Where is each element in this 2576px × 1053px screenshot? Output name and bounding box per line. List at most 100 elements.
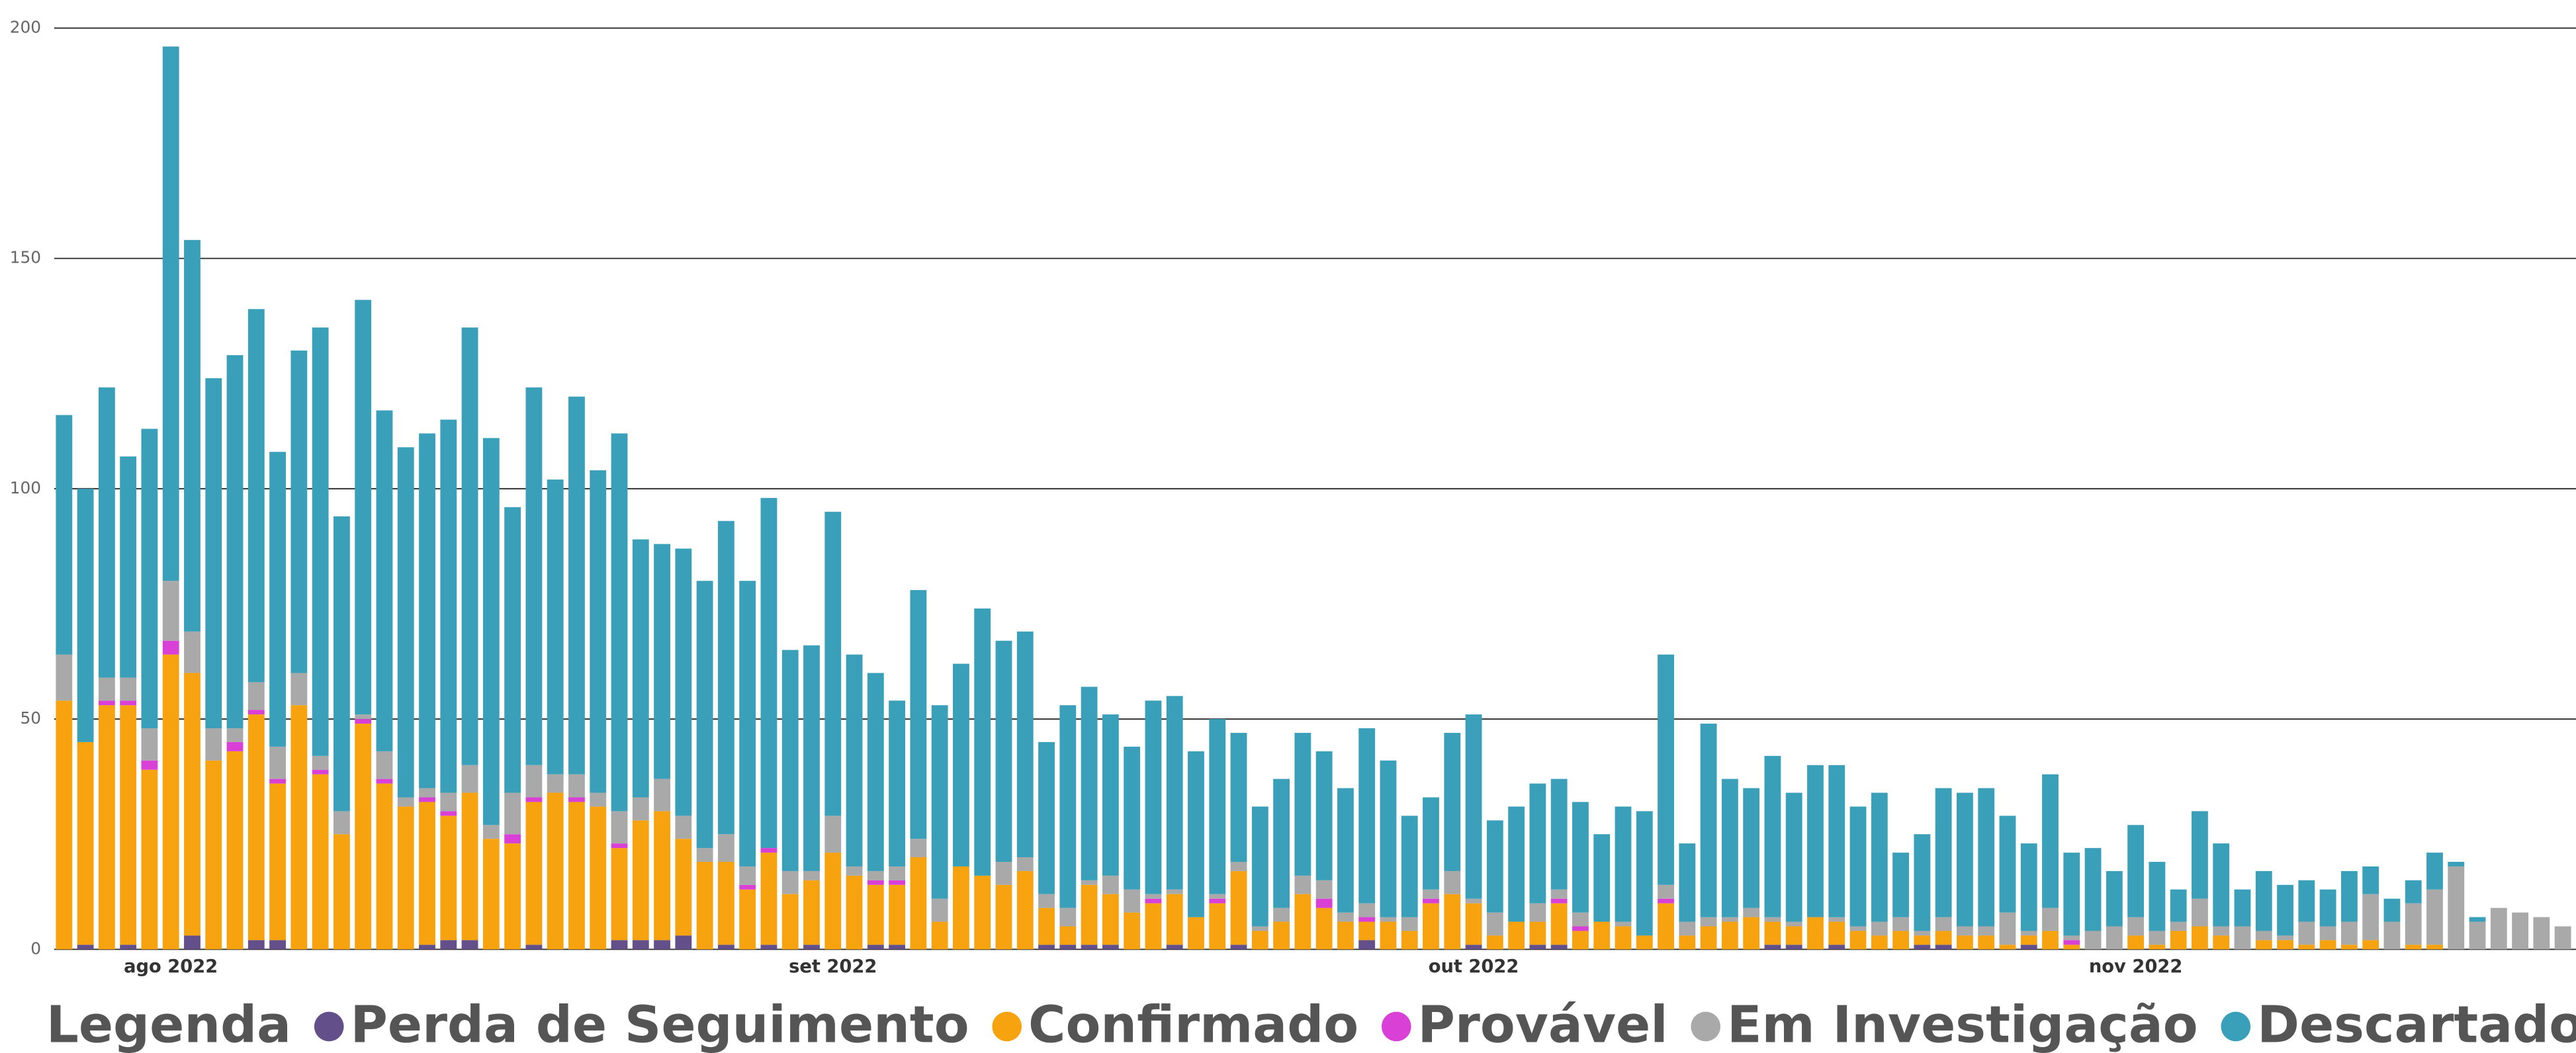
bar-segment <box>1935 788 1952 917</box>
bar-segment <box>2255 940 2272 950</box>
bar-segment <box>1636 811 1653 936</box>
bar-segment <box>269 783 287 941</box>
bar-segment <box>1358 940 1376 950</box>
bar-segment <box>2533 917 2550 950</box>
legend-swatch <box>2221 1011 2251 1042</box>
bar-segment <box>717 521 734 835</box>
bar-segment <box>1572 926 1589 931</box>
bar-segment <box>1209 903 1226 950</box>
bar-segment <box>2512 912 2528 950</box>
bar-segment <box>1679 843 1696 922</box>
bar-segment <box>1849 926 1867 931</box>
bar-segment <box>2554 926 2571 950</box>
bar-segment <box>1059 926 1077 945</box>
bar-segment <box>739 884 756 890</box>
bar-segment <box>1764 921 1781 945</box>
bar-segment <box>760 945 777 950</box>
bar-segment <box>2405 880 2422 904</box>
bar-segment <box>2063 853 2080 936</box>
bar-segment <box>953 866 969 950</box>
bar-segment <box>1380 921 1397 950</box>
bar-segment <box>1188 917 1204 950</box>
bar-segment <box>1081 880 1098 885</box>
bar-segment <box>2192 926 2208 950</box>
bar-segment <box>1658 884 1674 899</box>
bar-segment <box>1871 921 1888 936</box>
bar-segment <box>974 608 991 876</box>
legend-label: Confirmado <box>1028 995 1358 1053</box>
bar-segment <box>205 760 222 950</box>
bar-segment <box>77 945 94 950</box>
x-tick-label: out 2022 <box>1429 956 1519 977</box>
bar-segment <box>440 816 457 941</box>
bar-segment <box>654 544 670 779</box>
legend-swatch <box>1381 1011 1411 1042</box>
bar-segment <box>1892 853 1909 917</box>
bar-segment <box>1358 903 1376 917</box>
bar-segment <box>226 355 244 729</box>
bar-segment <box>1465 898 1482 904</box>
bar-segment <box>1166 894 1183 945</box>
bar-segment <box>1337 788 1354 913</box>
bar-segment <box>1743 788 1760 908</box>
bar-segment <box>504 834 521 844</box>
bar-segment <box>525 765 543 798</box>
bar-segment <box>1764 945 1781 950</box>
bar-segment <box>355 300 372 715</box>
bar-segment <box>440 792 457 812</box>
bar-segment <box>504 792 521 835</box>
bar-segment <box>333 834 350 950</box>
bar-segment <box>525 945 543 950</box>
bar-segment <box>1999 945 2016 950</box>
bar-segment <box>461 940 478 950</box>
bar-segment <box>2448 866 2465 950</box>
bar-segment <box>1166 696 1183 890</box>
bar-segment <box>675 935 692 950</box>
bar-segment <box>1935 917 1952 931</box>
legend-label: Descartado <box>2257 995 2576 1053</box>
bar-segment <box>781 894 799 950</box>
bar-segment <box>1679 921 1696 936</box>
bar-segment <box>98 387 115 678</box>
legend-title: Legenda <box>46 995 291 1053</box>
bar-segment <box>611 848 628 941</box>
bar-segment <box>2277 935 2293 941</box>
bar-segment <box>739 866 756 885</box>
bar-segment <box>1550 779 1568 890</box>
bar-segment <box>1658 898 1674 904</box>
bar-segment <box>760 853 777 945</box>
bar-segment <box>910 839 927 858</box>
bar-segment <box>419 797 435 802</box>
bar-segment <box>846 866 863 876</box>
bar-segment <box>2106 870 2123 927</box>
bar-segment <box>2277 884 2293 936</box>
bar-segment <box>1785 792 1802 922</box>
y-tick-label: 200 <box>10 17 41 36</box>
y-tick-label: 0 <box>30 939 41 958</box>
bar-segment <box>56 654 73 701</box>
bar-segment <box>2319 940 2336 950</box>
bar-segment <box>760 848 777 853</box>
bar-segment <box>717 861 734 945</box>
bar-segment <box>1102 714 1119 876</box>
bar-segment <box>1785 921 1802 927</box>
bar-segment <box>1486 912 1503 936</box>
bar-segment <box>1785 926 1802 945</box>
bar-segment <box>1615 806 1632 922</box>
bar-segment <box>226 751 244 950</box>
bar-segment <box>1209 894 1226 899</box>
bar-segment <box>290 705 308 950</box>
bar-segment <box>2084 848 2102 931</box>
bar-segment <box>2170 921 2187 931</box>
bar-segment <box>355 714 372 720</box>
bar-segment <box>2192 898 2208 927</box>
legend-label: Perda de Seguimento <box>351 995 969 1053</box>
bar-segment <box>1251 931 1268 950</box>
bar-segment <box>590 806 607 950</box>
bar-segment <box>1615 921 1632 927</box>
bar-segment <box>226 728 244 742</box>
bar-segment <box>440 940 457 950</box>
bar-segment <box>1423 889 1439 899</box>
bar-segment <box>803 870 820 880</box>
